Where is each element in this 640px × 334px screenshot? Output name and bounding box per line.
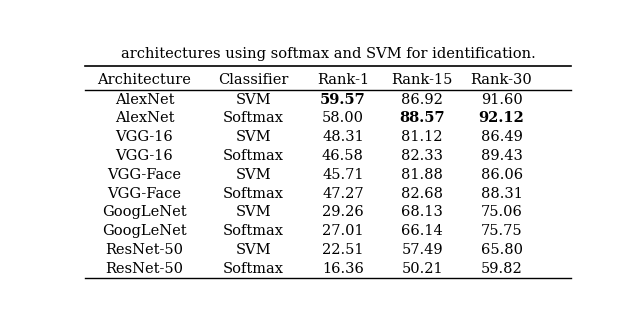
Text: 27.01: 27.01 (322, 224, 364, 238)
Text: SVM: SVM (236, 130, 271, 144)
Text: VGG-Face: VGG-Face (108, 168, 182, 182)
Text: SVM: SVM (236, 168, 271, 182)
Text: 58.00: 58.00 (322, 112, 364, 126)
Text: Softmax: Softmax (223, 112, 284, 126)
Text: Softmax: Softmax (223, 186, 284, 200)
Text: AlexNet: AlexNet (115, 112, 174, 126)
Text: 75.75: 75.75 (481, 224, 522, 238)
Text: 75.06: 75.06 (481, 205, 522, 219)
Text: Softmax: Softmax (223, 224, 284, 238)
Text: 29.26: 29.26 (322, 205, 364, 219)
Text: 66.14: 66.14 (401, 224, 443, 238)
Text: 48.31: 48.31 (322, 130, 364, 144)
Text: 59.57: 59.57 (320, 93, 365, 107)
Text: AlexNet: AlexNet (115, 93, 174, 107)
Text: 57.49: 57.49 (401, 243, 443, 257)
Text: 81.12: 81.12 (401, 130, 443, 144)
Text: Softmax: Softmax (223, 149, 284, 163)
Text: VGG-16: VGG-16 (116, 130, 173, 144)
Text: GoogLeNet: GoogLeNet (102, 205, 187, 219)
Text: Rank-1: Rank-1 (317, 73, 369, 87)
Text: ResNet-50: ResNet-50 (106, 243, 184, 257)
Text: 16.36: 16.36 (322, 262, 364, 276)
Text: 65.80: 65.80 (481, 243, 523, 257)
Text: Classifier: Classifier (218, 73, 289, 87)
Text: 82.68: 82.68 (401, 186, 444, 200)
Text: 86.92: 86.92 (401, 93, 443, 107)
Text: 89.43: 89.43 (481, 149, 522, 163)
Text: 88.57: 88.57 (399, 112, 445, 126)
Text: 82.33: 82.33 (401, 149, 444, 163)
Text: GoogLeNet: GoogLeNet (102, 224, 187, 238)
Text: ResNet-50: ResNet-50 (106, 262, 184, 276)
Text: 50.21: 50.21 (401, 262, 443, 276)
Text: 88.31: 88.31 (481, 186, 522, 200)
Text: 91.60: 91.60 (481, 93, 522, 107)
Text: architectures using softmax and SVM for identification.: architectures using softmax and SVM for … (120, 46, 536, 60)
Text: 47.27: 47.27 (322, 186, 364, 200)
Text: 81.88: 81.88 (401, 168, 443, 182)
Text: 86.06: 86.06 (481, 168, 523, 182)
Text: 68.13: 68.13 (401, 205, 443, 219)
Text: 22.51: 22.51 (322, 243, 364, 257)
Text: VGG-Face: VGG-Face (108, 186, 182, 200)
Text: Rank-30: Rank-30 (471, 73, 532, 87)
Text: VGG-16: VGG-16 (116, 149, 173, 163)
Text: Architecture: Architecture (97, 73, 191, 87)
Text: SVM: SVM (236, 93, 271, 107)
Text: 45.71: 45.71 (322, 168, 364, 182)
Text: Rank-15: Rank-15 (392, 73, 453, 87)
Text: SVM: SVM (236, 205, 271, 219)
Text: 59.82: 59.82 (481, 262, 522, 276)
Text: 46.58: 46.58 (322, 149, 364, 163)
Text: Softmax: Softmax (223, 262, 284, 276)
Text: 92.12: 92.12 (479, 112, 525, 126)
Text: SVM: SVM (236, 243, 271, 257)
Text: 86.49: 86.49 (481, 130, 522, 144)
